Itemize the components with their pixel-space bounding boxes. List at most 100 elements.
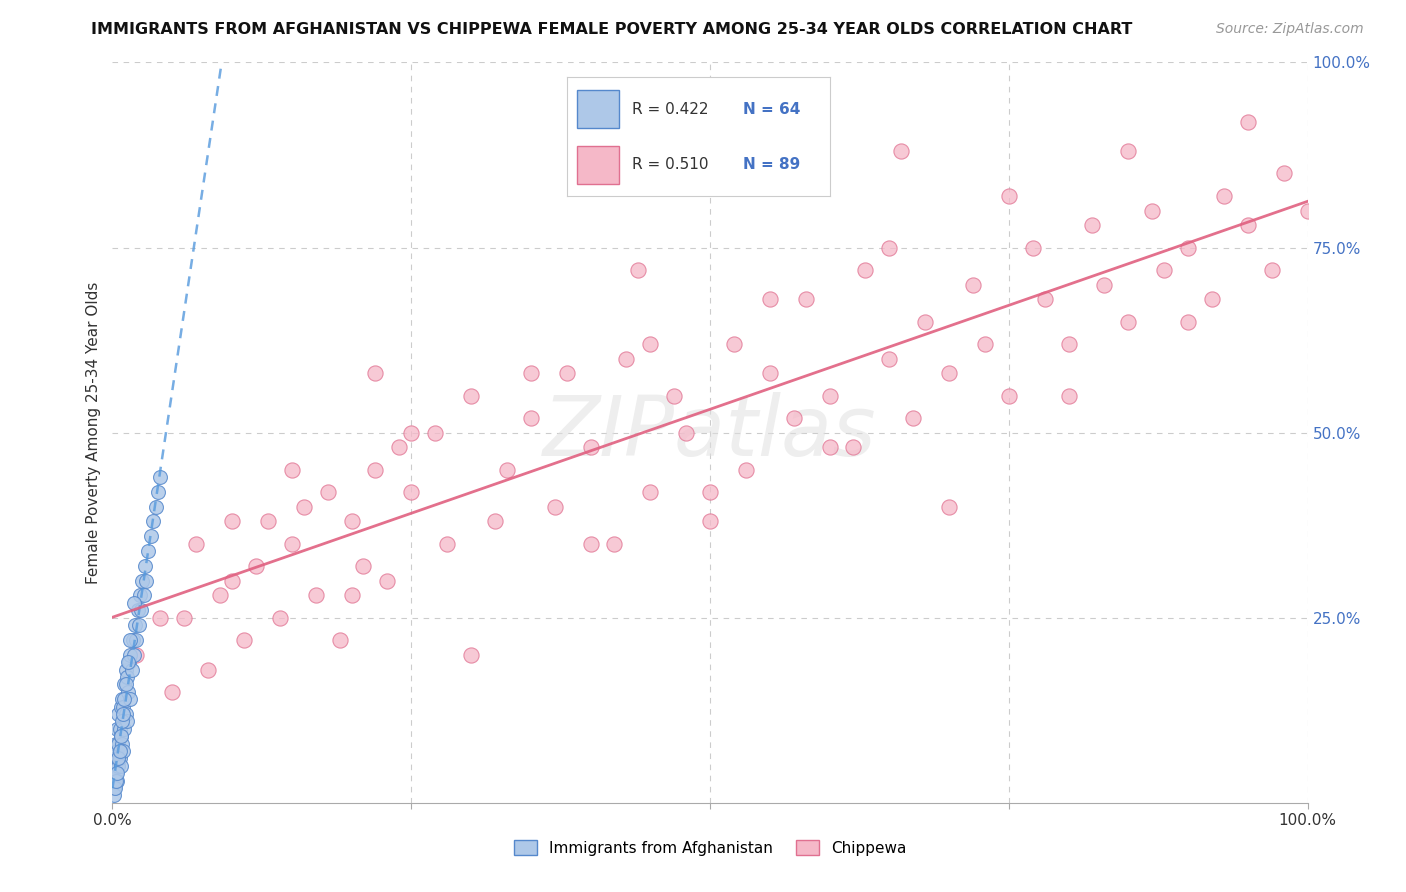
Point <box>114 677 135 691</box>
Point <box>401 484 423 499</box>
Point <box>1201 293 1223 307</box>
Point <box>794 293 817 307</box>
Y-axis label: Female Poverty Among 25-34 Year Olds: Female Poverty Among 25-34 Year Olds <box>86 282 101 583</box>
Point <box>209 589 232 603</box>
Point <box>520 367 543 381</box>
Point <box>340 589 363 603</box>
Point <box>974 336 997 351</box>
Point <box>903 410 925 425</box>
Point <box>1057 388 1080 402</box>
Point <box>122 596 145 610</box>
Point <box>112 706 135 721</box>
Point <box>108 751 131 765</box>
Point <box>121 632 143 647</box>
Point <box>122 648 145 662</box>
Point <box>735 462 758 476</box>
Point <box>675 425 697 440</box>
Point <box>1081 219 1104 233</box>
Point <box>425 425 447 440</box>
Point <box>138 544 160 558</box>
Point <box>640 484 662 499</box>
Point <box>108 722 131 736</box>
Point <box>460 388 482 402</box>
Point <box>818 441 841 455</box>
Point <box>121 663 143 677</box>
Point <box>460 648 482 662</box>
Point <box>640 336 662 351</box>
Point <box>105 766 128 780</box>
Point <box>110 729 132 743</box>
Point <box>120 648 142 662</box>
Point <box>352 558 374 573</box>
Point <box>401 425 423 440</box>
Point <box>329 632 352 647</box>
Point <box>233 632 256 647</box>
Point <box>111 714 134 729</box>
Point <box>128 618 150 632</box>
Point <box>135 574 157 588</box>
Point <box>938 500 960 514</box>
Point <box>699 515 721 529</box>
Point <box>221 515 243 529</box>
Point <box>292 500 315 514</box>
Point <box>938 367 960 381</box>
Point <box>1153 262 1175 277</box>
Point <box>107 758 129 772</box>
Point <box>364 367 387 381</box>
Point <box>139 529 162 543</box>
Point <box>117 685 139 699</box>
Point <box>132 589 155 603</box>
Point <box>818 388 841 402</box>
Point <box>105 751 128 765</box>
Point <box>627 262 650 277</box>
Point <box>364 462 387 476</box>
Point <box>105 773 128 788</box>
Point <box>149 470 172 484</box>
Point <box>1094 277 1116 292</box>
Text: ZIPatlas: ZIPatlas <box>543 392 877 473</box>
Text: IMMIGRANTS FROM AFGHANISTAN VS CHIPPEWA FEMALE POVERTY AMONG 25-34 YEAR OLDS COR: IMMIGRANTS FROM AFGHANISTAN VS CHIPPEWA … <box>91 22 1133 37</box>
Point <box>103 789 125 803</box>
Point <box>129 589 152 603</box>
Point <box>664 388 686 402</box>
Point <box>105 766 128 780</box>
Point <box>388 441 411 455</box>
Point <box>1118 314 1140 328</box>
Point <box>114 663 136 677</box>
Point <box>145 500 167 514</box>
Point <box>107 737 129 751</box>
Text: Source: ZipAtlas.com: Source: ZipAtlas.com <box>1216 22 1364 37</box>
Point <box>855 262 877 277</box>
Point <box>723 336 745 351</box>
Point <box>112 699 135 714</box>
Point <box>962 277 984 292</box>
Point <box>377 574 399 588</box>
Point <box>221 574 243 588</box>
Point <box>484 515 506 529</box>
Point <box>131 574 153 588</box>
Point <box>104 758 127 772</box>
Point <box>120 632 142 647</box>
Point <box>759 293 782 307</box>
Point <box>108 744 131 758</box>
Point <box>543 500 565 514</box>
Point <box>103 780 125 795</box>
Point <box>842 441 865 455</box>
Point <box>111 737 134 751</box>
Point <box>890 145 912 159</box>
Point <box>1142 203 1164 218</box>
Point <box>105 773 128 788</box>
Point <box>998 388 1021 402</box>
Point <box>186 536 208 550</box>
Point <box>1213 188 1236 202</box>
Point <box>1296 203 1319 218</box>
Point <box>281 536 304 550</box>
Point <box>105 737 128 751</box>
Point <box>115 670 138 684</box>
Point <box>125 632 148 647</box>
Point <box>107 706 129 721</box>
Point <box>149 610 172 624</box>
Point <box>616 351 638 366</box>
Point <box>111 692 134 706</box>
Point <box>782 410 804 425</box>
